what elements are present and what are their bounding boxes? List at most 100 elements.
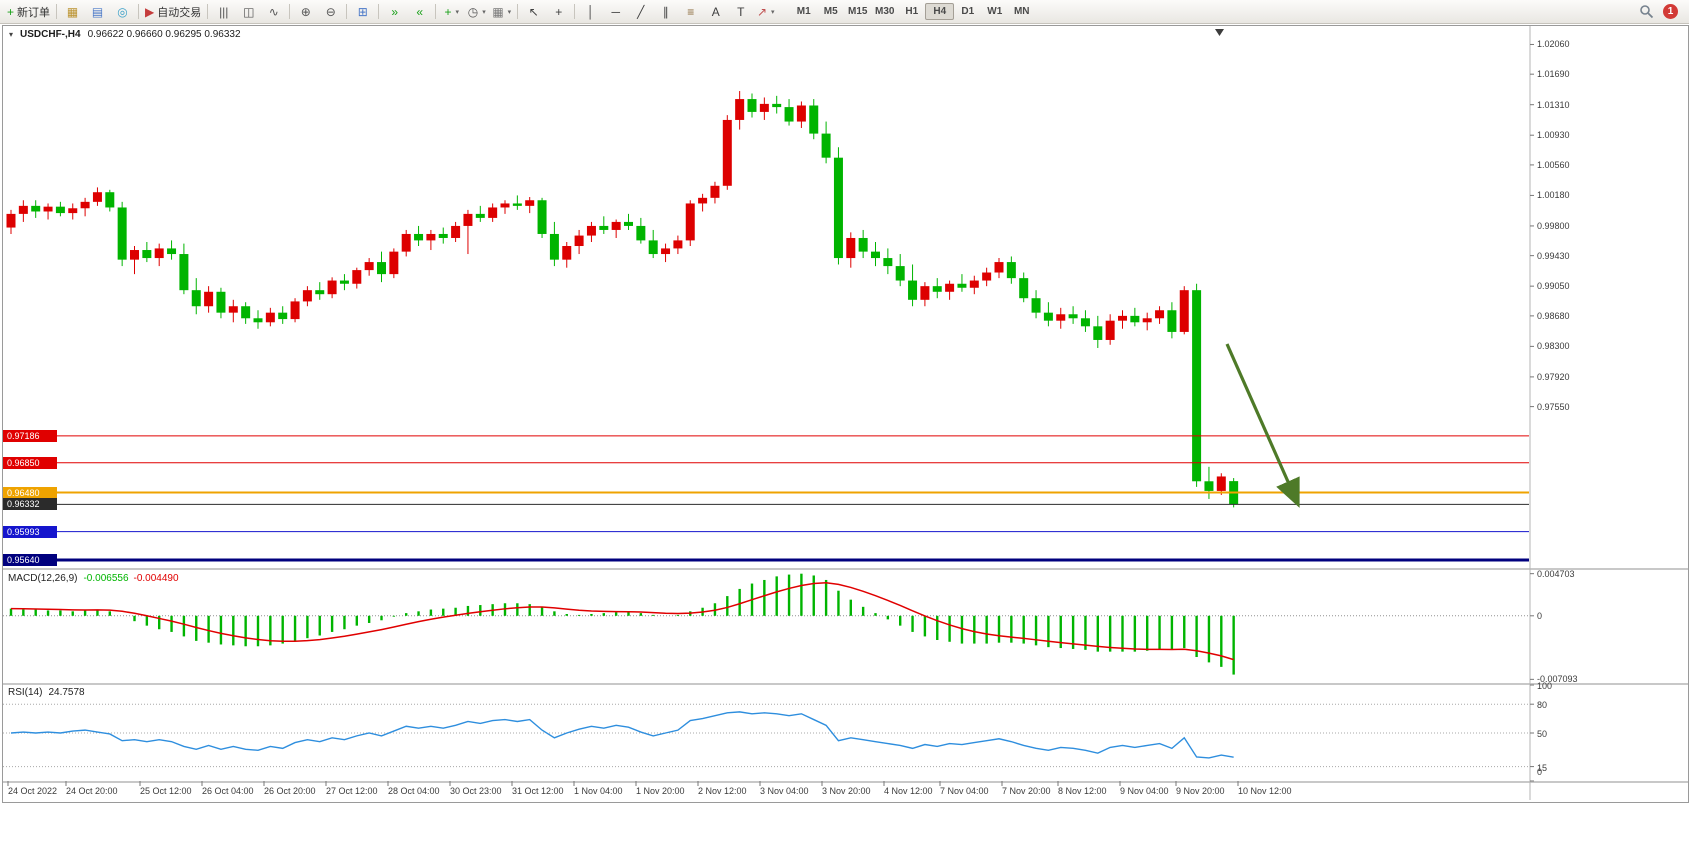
zoom-out-button[interactable]: ⊖ bbox=[318, 2, 343, 21]
price-axis-label: 0.97550 bbox=[1537, 401, 1570, 412]
time-axis-label: 3 Nov 20:00 bbox=[822, 786, 871, 796]
equidistant-channel-button[interactable]: ∥ bbox=[653, 2, 678, 21]
macd-axis-label: -0.007093 bbox=[1537, 674, 1578, 685]
ohlc-bars-button[interactable]: ||| bbox=[211, 2, 236, 21]
candle bbox=[599, 216, 609, 234]
new-order-label: 新订单 bbox=[17, 6, 51, 19]
chart-canvas[interactable] bbox=[3, 26, 1688, 800]
new-order-button[interactable]: + 新订单 bbox=[4, 2, 53, 21]
candle bbox=[1130, 307, 1140, 327]
timeframe-M5[interactable]: M5 bbox=[823, 6, 838, 17]
chart-symbol-period: USDCHF-,H4 bbox=[20, 29, 81, 40]
tile-windows-icon: ⊞ bbox=[357, 4, 368, 19]
candle bbox=[278, 306, 288, 324]
profiles-button[interactable]: ▤ bbox=[85, 2, 110, 21]
time-axis-label: 3 Nov 04:00 bbox=[760, 786, 809, 796]
chevron-down-icon: ▾ bbox=[771, 8, 775, 16]
candle bbox=[772, 95, 782, 114]
one-click-trading-toggle[interactable]: ▾ bbox=[9, 30, 14, 39]
candle bbox=[673, 235, 683, 255]
data-window-button[interactable]: ◎ bbox=[110, 2, 135, 21]
timeframe-M15[interactable]: M15 bbox=[848, 6, 868, 17]
panel-splitter[interactable] bbox=[3, 568, 1688, 570]
auto-scroll-button[interactable]: » bbox=[382, 2, 407, 21]
chart-window: ▾ USDCHF-,H4 0.96622 0.96660 0.96295 0.9… bbox=[2, 25, 1689, 803]
panel-splitter[interactable] bbox=[3, 683, 1688, 685]
scroll-marker-icon[interactable] bbox=[1215, 29, 1224, 36]
vertical-line-icon: │ bbox=[587, 4, 595, 19]
timeframe-H4[interactable]: H4 bbox=[925, 3, 955, 20]
candle bbox=[1080, 310, 1090, 332]
candle bbox=[562, 241, 572, 268]
crosshair-button[interactable]: + bbox=[546, 2, 571, 21]
candle bbox=[475, 205, 485, 222]
text-label-button[interactable]: T bbox=[728, 2, 753, 21]
candle bbox=[636, 217, 646, 244]
candle bbox=[179, 243, 189, 295]
candle bbox=[846, 232, 856, 268]
price-axis-label: 1.02060 bbox=[1537, 39, 1570, 50]
templates-button[interactable]: ▦ ▾ bbox=[489, 2, 514, 21]
new-chart-icon: ▦ bbox=[66, 4, 79, 19]
timeframe-M30[interactable]: M30 bbox=[875, 6, 895, 17]
candle bbox=[500, 200, 510, 214]
timeframe-M1[interactable]: M1 bbox=[796, 6, 811, 17]
candle bbox=[648, 229, 658, 259]
trend-arrow[interactable] bbox=[1225, 343, 1300, 508]
timeframe-toolbar: M1 M5 M15 M30 H1 H4 D1 W1 MN bbox=[790, 3, 1035, 20]
timeframe-D1[interactable]: D1 bbox=[961, 6, 975, 17]
price-axis-label: 1.01690 bbox=[1537, 69, 1570, 80]
candle bbox=[1167, 302, 1177, 339]
candle bbox=[352, 267, 362, 289]
time-axis-label: 9 Nov 20:00 bbox=[1176, 786, 1225, 796]
timeframe-MN[interactable]: MN bbox=[1013, 6, 1030, 17]
price-axis-label: 1.01310 bbox=[1537, 99, 1570, 110]
candle bbox=[1216, 473, 1226, 495]
cursor-button[interactable]: ↖ bbox=[521, 2, 546, 21]
notification-badge[interactable]: 1 bbox=[1663, 4, 1678, 19]
arrows-button[interactable]: ↗ ▾ bbox=[753, 2, 778, 21]
trendline-button[interactable]: ╱ bbox=[628, 2, 653, 21]
indicators-button[interactable]: + ▾ bbox=[439, 2, 464, 21]
price-line-tag: 0.95640 bbox=[3, 553, 57, 566]
candle bbox=[451, 221, 461, 242]
vertical-line-button[interactable]: │ bbox=[578, 2, 603, 21]
candle bbox=[574, 229, 584, 255]
candle bbox=[525, 197, 535, 214]
new-chart-button[interactable]: ▦ bbox=[60, 2, 85, 21]
price-line-tag: 0.97186 bbox=[3, 429, 57, 442]
chart-shift-button[interactable]: « bbox=[407, 2, 432, 21]
toolbar-separator bbox=[378, 4, 380, 19]
candle bbox=[1204, 466, 1214, 499]
candle bbox=[624, 213, 633, 230]
text-button[interactable]: A bbox=[703, 2, 728, 21]
toolbar-separator bbox=[138, 4, 140, 19]
tile-windows-button[interactable]: ⊞ bbox=[350, 2, 375, 21]
toolbar-separator bbox=[574, 4, 576, 19]
candle bbox=[1031, 290, 1041, 319]
line-chart-button[interactable]: ∿ bbox=[261, 2, 286, 21]
candle bbox=[1056, 307, 1066, 329]
candle bbox=[1105, 314, 1115, 345]
horizontal-line-button[interactable]: ─ bbox=[603, 2, 628, 21]
periods-button[interactable]: ◷ ▾ bbox=[464, 2, 489, 21]
search-button[interactable] bbox=[1639, 4, 1654, 19]
candle bbox=[710, 181, 720, 204]
candle bbox=[167, 240, 177, 260]
profiles-icon: ▤ bbox=[91, 4, 104, 19]
price-axis-label: 0.98680 bbox=[1537, 310, 1570, 321]
rsi-value: 24.7578 bbox=[48, 687, 85, 698]
ohlc-bars-icon: ||| bbox=[219, 4, 229, 19]
cursor-icon: ↖ bbox=[528, 4, 539, 19]
panel-splitter[interactable] bbox=[3, 781, 1688, 783]
candle bbox=[1019, 272, 1029, 303]
zoom-in-button[interactable]: ⊕ bbox=[293, 2, 318, 21]
auto-trading-button[interactable]: ▶ 自动交易 bbox=[142, 2, 204, 21]
timeframe-H1[interactable]: H1 bbox=[905, 6, 919, 17]
fibonacci-button[interactable]: ≡ bbox=[678, 2, 703, 21]
timeframe-W1[interactable]: W1 bbox=[987, 6, 1003, 17]
candlestick-chart-button[interactable]: ◫ bbox=[236, 2, 261, 21]
candle bbox=[759, 97, 769, 120]
rsi-indicator-label: RSI(14) 24.7578 bbox=[8, 687, 85, 698]
